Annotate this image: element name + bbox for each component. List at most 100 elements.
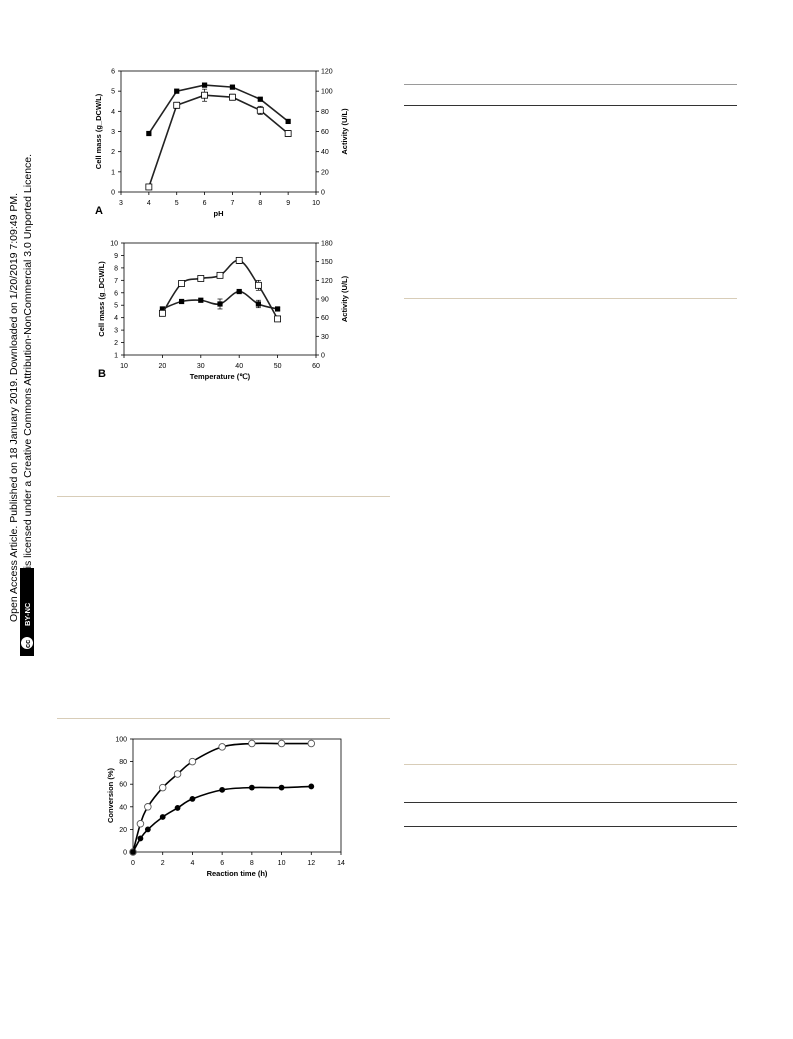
table-header-rule xyxy=(404,105,737,106)
chart-2-data-point xyxy=(217,301,223,307)
chart-2-panel-label: B xyxy=(98,368,106,380)
chart-2-y-axis-label: Cell mass (g_DCW/L) xyxy=(97,261,106,337)
chart-1-data-point xyxy=(256,106,264,114)
section-rule xyxy=(57,496,390,497)
chart-2-data-point xyxy=(178,280,186,287)
chart-2-y-tick-label: 4 xyxy=(114,315,118,322)
chart-1-panel-label: A xyxy=(95,205,103,217)
cc-badge-icon-text: cc xyxy=(23,640,32,648)
chart-2-y2-tick-label: 150 xyxy=(321,259,333,266)
chart-1-series-1 xyxy=(146,82,291,137)
license-line-1: Open Access Article. Published on 18 Jan… xyxy=(8,193,20,622)
chart-2-x-tick-label: 50 xyxy=(274,363,282,370)
chart-3-data-point xyxy=(307,739,316,748)
chart-3-x-tick-label: 4 xyxy=(190,860,194,867)
chart-2-x-tick-label: 30 xyxy=(197,363,205,370)
chart-3-data-point xyxy=(144,803,152,811)
chart-1-data-point xyxy=(229,84,236,90)
chart-2-series-2 xyxy=(158,256,282,323)
chart-3-x-tick-label: 2 xyxy=(161,860,165,867)
section-rule xyxy=(404,764,737,765)
chart-3-y-tick-label: 80 xyxy=(119,759,127,766)
chart-2-data-point xyxy=(159,306,165,312)
chart-1-y2-tick-label: 120 xyxy=(321,69,333,76)
chart-3-group: 0 2 4 6 8 10 12 14 0 20 40 60 80 100 Reaction time (h)… xyxy=(106,737,345,879)
chart-2-x-tick-label: 10 xyxy=(120,363,128,370)
chart-3-x-tick-label: 8 xyxy=(250,860,254,867)
chart-1-data-point xyxy=(229,93,236,101)
chart-3-data-point xyxy=(278,784,285,791)
chart-3-series-2 xyxy=(130,783,315,855)
chart-1-data-point xyxy=(174,88,180,94)
license-sidebar: Open Access Article. Published on 18 Jan… xyxy=(8,154,34,656)
chart-2-x-tick-label: 20 xyxy=(159,363,167,370)
chart-2-y-tick-label: 9 xyxy=(114,253,118,260)
chart-3-x-tick-label: 6 xyxy=(220,860,224,867)
chart-2-y2-tick-label: 60 xyxy=(321,315,329,322)
chart-2-y-tick-label: 10 xyxy=(110,241,118,248)
chart-3-data-point xyxy=(218,743,226,751)
chart-2-y-tick-label: 1 xyxy=(114,353,118,360)
chart-1-y2-tick-label: 0 xyxy=(321,190,325,197)
chart-2-data-point xyxy=(254,281,262,289)
chart-3-data-point xyxy=(174,805,181,811)
chart-1-y-tick-label: 2 xyxy=(111,149,115,156)
chart-2-series-2-line xyxy=(161,259,279,320)
chart-2-y2-tick-label: 90 xyxy=(321,297,329,304)
by-nc-badge-text: BY-NC xyxy=(23,602,32,626)
chart-1-y2-tick-label: 40 xyxy=(321,149,329,156)
chart-1-data-point xyxy=(201,82,208,88)
chart-1-data-point xyxy=(257,96,263,102)
chart-2-x-tick-label: 40 xyxy=(235,363,243,370)
chart-3-data-point xyxy=(173,770,182,778)
chart-3-y-axis-label: Conversion (%) xyxy=(106,768,115,824)
chart-2-y-tick-label: 8 xyxy=(114,265,118,272)
chart-1-data-point xyxy=(285,118,291,125)
chart-3-data-point xyxy=(130,849,136,855)
chart-2-group: 10 20 30 40 50 60 1 2 3 4 5 6 7 8 9 10 0 30 60 90 120 150 180 T… xyxy=(97,241,349,382)
chart-1-data-point xyxy=(284,130,292,137)
chart-1-series-2-line xyxy=(148,94,289,188)
chart-2-data-point xyxy=(235,257,243,264)
chart-1-series-1-line xyxy=(148,84,289,134)
chart-3-y-tick-label: 20 xyxy=(119,827,127,834)
chart-2-data-point xyxy=(158,309,166,317)
chart-3-data-point xyxy=(188,757,197,766)
chart-3-series-2-line xyxy=(132,785,312,853)
cc-license-badge[interactable]: cc BY-NC xyxy=(20,568,34,656)
chart-3-x-tick-label: 14 xyxy=(337,860,345,867)
chart-3-data-point xyxy=(219,786,226,793)
chart-1-y-tick-label: 0 xyxy=(111,190,115,197)
chart-1-series-2 xyxy=(145,88,292,191)
section-rule xyxy=(57,718,390,719)
chart-2-y2-tick-label: 180 xyxy=(321,241,333,248)
chart-2-data-point xyxy=(274,315,282,323)
chart-3-series-1 xyxy=(129,739,316,856)
chart-3-y-tick-label: 40 xyxy=(119,804,127,811)
chart-1-x-tick-label: 7 xyxy=(230,200,234,207)
chart-3-y-tick-label: 0 xyxy=(123,850,127,857)
section-rule xyxy=(404,298,737,299)
chart-1-x-tick-label: 8 xyxy=(258,200,262,207)
chart-3-data-point xyxy=(137,835,144,842)
chart-2-y-tick-label: 6 xyxy=(114,290,118,297)
chart-3-data-point xyxy=(189,795,196,802)
chart-3-data-point xyxy=(248,784,255,791)
chart-3-data-point xyxy=(248,739,256,748)
chart-2-y2-tick-label: 120 xyxy=(321,278,333,285)
license-link[interactable]: This article is licensed under a Creativ… xyxy=(22,154,34,622)
chart-2-y2-tick-label: 30 xyxy=(321,334,329,341)
chart-1-x-tick-label: 6 xyxy=(203,200,207,207)
chart-1-data-point xyxy=(145,183,153,191)
chart-1-y-tick-label: 5 xyxy=(111,89,115,96)
chart-2-x-tick-label: 60 xyxy=(312,363,320,370)
chart-2-y-tick-label: 7 xyxy=(114,278,118,285)
chart-3-plot-frame xyxy=(132,738,342,853)
license-line-2: This article is licensed under a Creativ… xyxy=(22,154,34,622)
chart-1-y-tick-label: 3 xyxy=(111,129,115,136)
chart-2-y-tick-label: 3 xyxy=(114,328,118,335)
table-header-rule xyxy=(404,826,737,827)
chart-2-data-point xyxy=(216,271,224,279)
chart-1-y2-tick-label: 20 xyxy=(321,169,329,176)
